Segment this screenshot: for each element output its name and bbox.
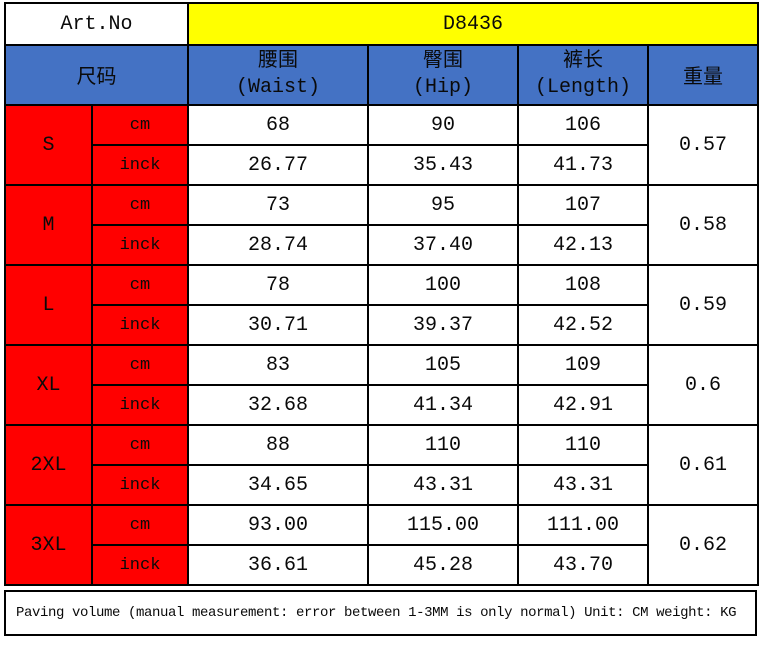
length-inck-value: 42.13	[517, 224, 650, 266]
hip-cm-value: 95	[367, 184, 520, 226]
table-row-3xl-cm: 3XL cm 93.00 115.00 111.00 0.62	[4, 504, 760, 586]
footer-note-text: Paving volume (manual measurement: error…	[16, 605, 737, 621]
weight-column-header: 重量	[647, 44, 760, 106]
weight-value-3xl: 0.62	[647, 504, 760, 586]
hip-cm-value: 115.00	[367, 504, 520, 546]
art-no-value: D8436	[187, 2, 760, 46]
table-row-s-inck: inck 26.77 35.43 41.73	[5, 144, 758, 186]
length-inck-value: 42.52	[517, 304, 650, 346]
waist-cm-value: 88	[187, 424, 370, 466]
unit-label-inck: inck	[90, 384, 190, 426]
measurement-note: Paving volume (manual measurement: error…	[4, 590, 757, 636]
length-header-zh: 裤长	[563, 50, 604, 73]
weight-value-s: 0.57	[647, 104, 760, 186]
unit-label-inck: inck	[90, 544, 190, 586]
table-row-2xl-inck: inck 34.65 43.31 43.31	[5, 464, 758, 506]
length-cm-value: 108	[517, 264, 650, 306]
length-inck-value: 43.70	[517, 544, 650, 586]
waist-cm-value: 78	[187, 264, 370, 306]
waist-inck-value: 34.65	[187, 464, 370, 506]
size-label-s: S	[4, 104, 93, 186]
weight-value-m: 0.58	[647, 184, 760, 266]
waist-cm-value: 73	[187, 184, 370, 226]
length-cm-value: 106	[517, 104, 650, 146]
waist-cm-value: 83	[187, 344, 370, 386]
waist-cm-value: 93.00	[187, 504, 370, 546]
column-header-hip: 臀围 (Hip)	[367, 44, 520, 106]
size-label-3xl: 3XL	[4, 504, 93, 586]
length-inck-value: 42.91	[517, 384, 650, 426]
waist-inck-value: 36.61	[187, 544, 370, 586]
hip-cm-value: 110	[367, 424, 520, 466]
table-row-3xl-inck: inck 36.61 45.28 43.70	[5, 544, 758, 586]
size-label-l: L	[4, 264, 93, 346]
unit-label-inck: inck	[90, 304, 190, 346]
unit-label-inck: inck	[90, 144, 190, 186]
art-no-row: Art.No D8436	[3, 2, 760, 46]
waist-header-en: (Waist)	[236, 76, 321, 99]
unit-label-inck: inck	[90, 464, 190, 506]
hip-cm-value: 100	[367, 264, 520, 306]
waist-header-zh: 腰围	[258, 50, 299, 73]
hip-cm-value: 90	[367, 104, 520, 146]
size-chart-sheet: Art.No D8436 尺码 腰围 (Waist) 臀围 (Hip) 裤长 (…	[3, 2, 760, 636]
length-cm-value: 110	[517, 424, 650, 466]
length-inck-value: 43.31	[517, 464, 650, 506]
weight-value-l: 0.59	[647, 264, 760, 346]
table-row-2xl-cm: 2XL cm 88 110 110 0.61	[4, 424, 760, 506]
waist-inck-value: 28.74	[187, 224, 370, 266]
unit-label-cm: cm	[90, 264, 190, 306]
hip-inck-value: 39.37	[367, 304, 520, 346]
length-cm-value: 107	[517, 184, 650, 226]
length-cm-value: 111.00	[517, 504, 650, 546]
length-inck-value: 41.73	[517, 144, 650, 186]
size-label-m: M	[4, 184, 93, 266]
weight-value-2xl: 0.61	[647, 424, 760, 506]
column-header-length: 裤长 (Length)	[517, 44, 650, 106]
hip-inck-value: 43.31	[367, 464, 520, 506]
art-no-label: Art.No	[3, 2, 190, 46]
unit-label-cm: cm	[90, 504, 190, 546]
hip-cm-value: 105	[367, 344, 520, 386]
hip-inck-value: 41.34	[367, 384, 520, 426]
hip-inck-value: 35.43	[367, 144, 520, 186]
unit-label-cm: cm	[90, 184, 190, 226]
table-row-xl-cm: XL cm 83 105 109 0.6	[4, 344, 760, 426]
waist-inck-value: 30.71	[187, 304, 370, 346]
column-header-waist: 腰围 (Waist)	[187, 44, 370, 106]
table-row-s-cm: S cm 68 90 106 0.57	[4, 104, 760, 186]
size-label-xl: XL	[4, 344, 93, 426]
hip-header-zh: 臀围	[423, 50, 464, 73]
size-column-header: 尺码	[3, 44, 190, 106]
table-row-xl-inck: inck 32.68 41.34 42.91	[5, 384, 758, 426]
hip-inck-value: 37.40	[367, 224, 520, 266]
table-row-m-cm: M cm 73 95 107 0.58	[4, 184, 760, 266]
unit-label-cm: cm	[90, 344, 190, 386]
unit-label-cm: cm	[90, 104, 190, 146]
hip-inck-value: 45.28	[367, 544, 520, 586]
waist-cm-value: 68	[187, 104, 370, 146]
waist-inck-value: 26.77	[187, 144, 370, 186]
unit-label-cm: cm	[90, 424, 190, 466]
size-label-2xl: 2XL	[4, 424, 93, 506]
column-header-row: 尺码 腰围 (Waist) 臀围 (Hip) 裤长 (Length) 重量	[3, 44, 760, 106]
length-cm-value: 109	[517, 344, 650, 386]
size-chart-table: Art.No D8436 尺码 腰围 (Waist) 臀围 (Hip) 裤长 (…	[3, 2, 760, 586]
table-row-m-inck: inck 28.74 37.40 42.13	[5, 224, 758, 266]
unit-label-inck: inck	[90, 224, 190, 266]
waist-inck-value: 32.68	[187, 384, 370, 426]
table-row-l-cm: L cm 78 100 108 0.59	[4, 264, 760, 346]
weight-value-xl: 0.6	[647, 344, 760, 426]
table-row-l-inck: inck 30.71 39.37 42.52	[5, 304, 758, 346]
length-header-en: (Length)	[535, 76, 632, 99]
hip-header-en: (Hip)	[413, 76, 474, 99]
